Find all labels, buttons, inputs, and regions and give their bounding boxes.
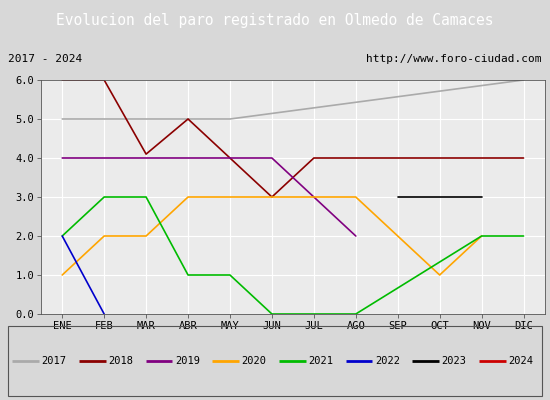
Text: 2023: 2023	[442, 356, 467, 366]
Text: 2022: 2022	[375, 356, 400, 366]
Text: http://www.foro-ciudad.com: http://www.foro-ciudad.com	[366, 54, 542, 64]
Text: 2017: 2017	[42, 356, 67, 366]
Text: 2024: 2024	[508, 356, 534, 366]
Text: Evolucion del paro registrado en Olmedo de Camaces: Evolucion del paro registrado en Olmedo …	[56, 14, 494, 28]
Text: 2017 - 2024: 2017 - 2024	[8, 54, 82, 64]
Text: 2018: 2018	[108, 356, 133, 366]
Text: 2021: 2021	[309, 356, 333, 366]
Text: 2020: 2020	[241, 356, 267, 366]
Text: 2019: 2019	[175, 356, 200, 366]
